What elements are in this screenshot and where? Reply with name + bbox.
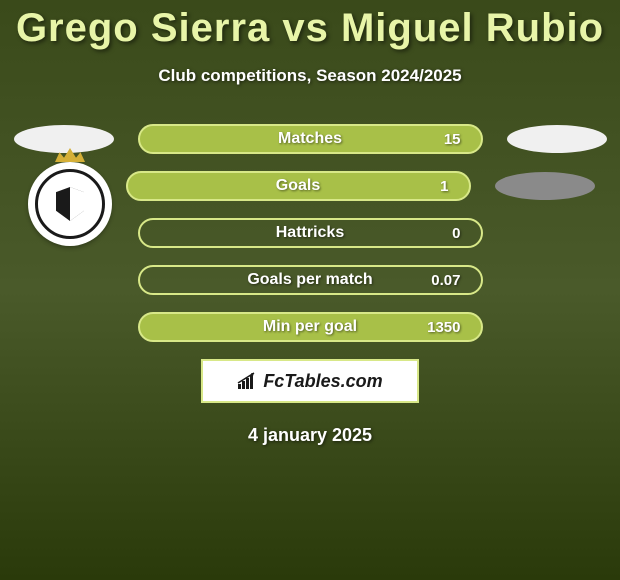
stat-label: Goals per match [160,271,461,289]
spacer [483,313,583,341]
stat-value: 1 [440,178,448,195]
spacer [483,266,583,294]
stat-label: Hattricks [160,224,461,242]
page-title: Grego Sierra vs Miguel Rubio [0,0,620,51]
stat-value: 15 [444,131,461,148]
spacer [483,219,583,247]
stat-label: Goals [148,177,449,195]
stat-bar: Goals per match 0.07 [138,265,483,295]
logo-text: FcTables.com [263,371,382,392]
stat-row-matches: Matches 15 [10,124,610,154]
spacer [38,219,138,247]
stat-bar: Hattricks 0 [138,218,483,248]
player2-marker [507,125,607,153]
logo: FcTables.com [237,371,382,392]
stat-value: 1350 [427,319,460,336]
date: 4 january 2025 [0,425,620,446]
player2-marker [495,172,595,200]
stats-area: Matches 15 Goals 1 Hattricks 0 Goals per… [0,124,620,342]
stat-bar: Goals 1 [126,171,471,201]
stat-value: 0 [452,225,460,242]
stat-row-gpm: Goals per match 0.07 [10,265,610,295]
player1-marker [14,125,114,153]
spacer [38,313,138,341]
stat-label: Min per goal [160,318,461,336]
stat-value: 0.07 [431,272,460,289]
stat-bar: Matches 15 [138,124,483,154]
chart-icon [237,372,259,390]
stat-bar: Min per goal 1350 [138,312,483,342]
stat-label: Matches [160,130,461,148]
stat-row-goals: Goals 1 [10,171,610,201]
logo-box: FcTables.com [201,359,419,403]
stat-row-hattricks: Hattricks 0 [10,218,610,248]
spacer [38,266,138,294]
subtitle: Club competitions, Season 2024/2025 [0,66,620,86]
spacer [26,172,126,200]
stat-row-mpg: Min per goal 1350 [10,312,610,342]
